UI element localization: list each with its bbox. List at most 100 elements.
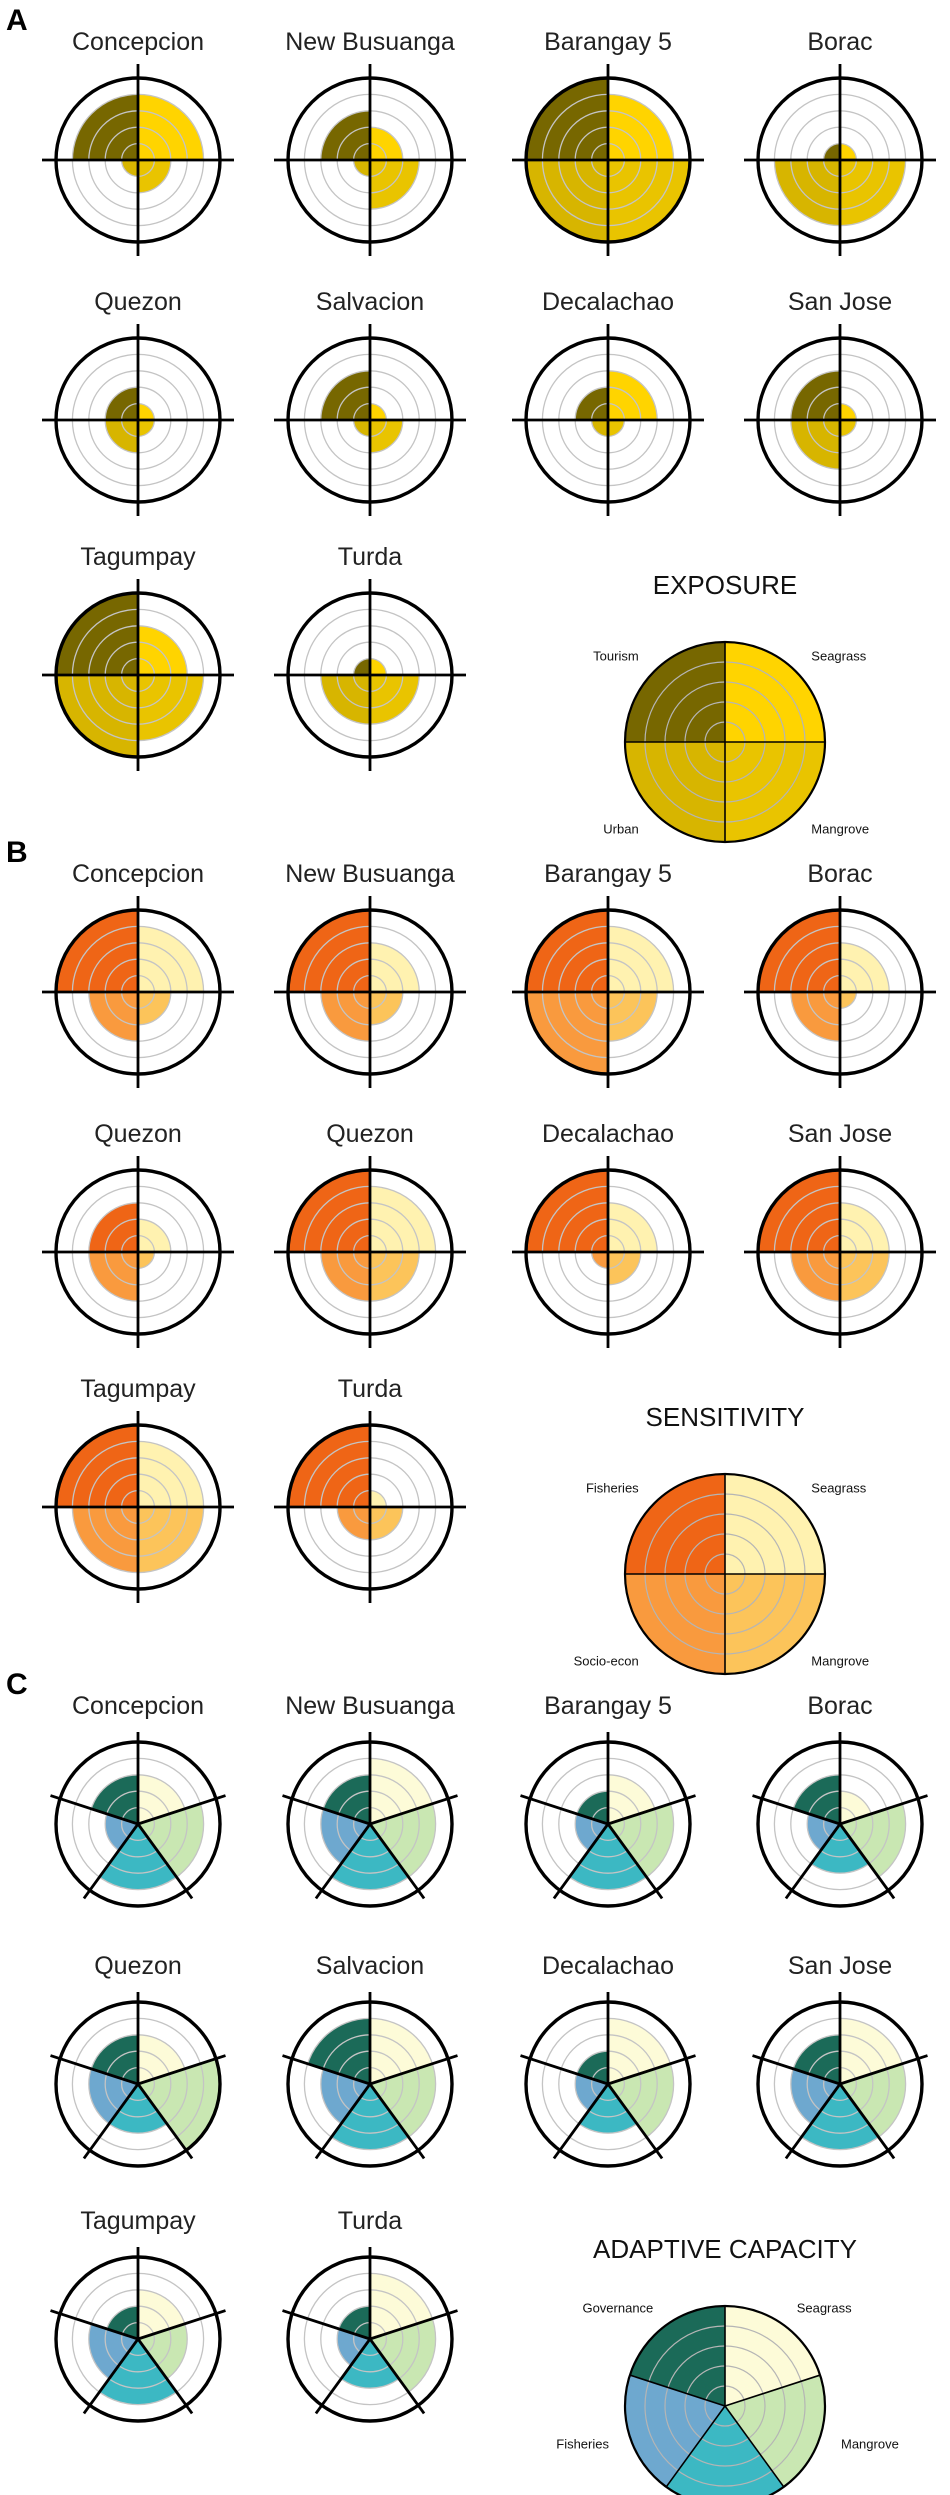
outer-ring — [524, 1168, 692, 1336]
outer-ring — [54, 1423, 222, 1591]
site-label: San Jose — [788, 1120, 892, 1148]
site-sector-2 — [320, 1252, 370, 1302]
site-sector-3 — [88, 2068, 138, 2124]
site-sector-1 — [138, 675, 204, 741]
site-sector-0 — [370, 127, 403, 160]
site-sector-3 — [88, 1202, 138, 1252]
site-chart: San Jose — [744, 288, 936, 516]
site-chart: Tagumpay — [50, 2207, 226, 2423]
legend-sector-4 — [629, 2305, 725, 2406]
site-sector-2 — [353, 420, 370, 437]
legend-sector-1 — [725, 2375, 826, 2487]
axis-spoke — [520, 2054, 609, 2086]
site-chart: Quezon — [42, 1120, 234, 1348]
site-sector-2 — [811, 1824, 869, 1874]
legend-sector-2 — [666, 2406, 784, 2495]
site-label: Quezon — [94, 288, 182, 316]
site-sector-1 — [840, 420, 857, 437]
site-sector-1 — [840, 1252, 890, 1302]
outer-ring — [623, 1472, 827, 1676]
axis-spoke — [82, 2083, 140, 2160]
legend-sector-0 — [725, 1474, 825, 1574]
legend-label: Seagrass — [797, 2300, 852, 2315]
site-sector-0 — [370, 403, 387, 420]
outer-ring — [54, 1168, 222, 1336]
site-label: Barangay 5 — [544, 1692, 672, 1720]
axis-spoke — [606, 1823, 664, 1900]
site-sector-1 — [840, 160, 906, 226]
outer-ring — [54, 2000, 222, 2168]
legend-sector-3 — [624, 2375, 725, 2487]
panel-c: C Concepcion New Busuanga Barangay 5 Borac Qu… — [6, 1668, 928, 2495]
site-sector-3 — [88, 2323, 138, 2379]
site-sector-3 — [575, 387, 608, 420]
site-chart: Concepcion — [50, 1692, 226, 1908]
site-label: New Busuanga — [285, 860, 455, 888]
legend-sector-2 — [625, 1574, 725, 1674]
site-sector-1 — [370, 992, 403, 1025]
axis-spoke — [665, 2405, 726, 2488]
axis-spoke — [136, 2338, 194, 2415]
outer-ring — [286, 2255, 454, 2423]
site-sector-1 — [138, 1507, 204, 1573]
site-sector-3 — [790, 2068, 840, 2124]
site-label: Concepcion — [72, 28, 204, 56]
site-sector-3 — [526, 1170, 608, 1252]
axis-spoke — [520, 1794, 609, 1826]
legend-sector-3 — [625, 1474, 725, 1574]
site-chart: Barangay 5 — [520, 1692, 696, 1908]
legend-label: Tourism — [593, 649, 639, 664]
legend-chart: SENSITIVITY Seagrass Mangrove Socio-econ Fis… — [574, 1402, 869, 1676]
site-sector-0 — [370, 658, 387, 675]
legend-sector-2 — [625, 742, 725, 842]
site-sector-0 — [370, 1490, 387, 1507]
site-sector-2 — [526, 160, 608, 242]
outer-ring — [54, 591, 222, 759]
site-sector-2 — [72, 1507, 138, 1573]
axis-spoke — [368, 1823, 426, 1900]
site-label: Quezon — [94, 1120, 182, 1148]
site-sector-3 — [105, 387, 138, 420]
site-chart: Salvacion — [274, 288, 466, 516]
axis-spoke — [607, 2054, 696, 2086]
outer-ring — [524, 76, 692, 244]
outer-ring — [54, 1740, 222, 1908]
axis-spoke — [724, 2374, 821, 2407]
axis-spoke — [137, 2054, 226, 2086]
axis-spoke — [607, 1794, 696, 1826]
site-sector-2 — [526, 992, 608, 1074]
axis-spoke — [50, 2309, 139, 2341]
site-sector-3 — [288, 1170, 370, 1252]
legend-chart: EXPOSURE Seagrass Mangrove Urban Tourism — [593, 570, 869, 844]
site-sector-2 — [774, 160, 840, 226]
outer-ring — [623, 2304, 827, 2495]
site-sector-2 — [121, 160, 138, 177]
legend-sector-3 — [625, 642, 725, 742]
site-sector-1 — [138, 992, 171, 1025]
site-sector-2 — [337, 1507, 370, 1540]
axis-spoke — [137, 2309, 226, 2341]
site-sector-2 — [320, 992, 370, 1042]
site-sector-3 — [526, 78, 608, 160]
axis-spoke — [282, 1794, 371, 1826]
site-chart: New Busuanga — [274, 28, 466, 256]
site-label: Turda — [338, 543, 402, 571]
axis-spoke — [606, 2083, 664, 2160]
site-sector-3 — [288, 1425, 370, 1507]
site-chart: Quezon — [50, 1952, 226, 2168]
site-label: Barangay 5 — [544, 28, 672, 56]
site-sector-3 — [575, 1813, 608, 1851]
legend-sector-1 — [725, 742, 825, 842]
site-sector-3 — [72, 94, 138, 160]
axis-spoke — [838, 2083, 896, 2160]
axis-spoke — [314, 2083, 372, 2160]
site-sector-0 — [138, 1219, 171, 1252]
outer-ring — [286, 591, 454, 759]
site-label: Quezon — [326, 1120, 414, 1148]
axis-spoke — [838, 1823, 896, 1900]
site-chart: Turda — [274, 1375, 466, 1603]
site-sector-2 — [88, 1252, 138, 1302]
outer-ring — [54, 76, 222, 244]
site-sector-2 — [341, 2339, 399, 2389]
site-sector-2 — [790, 992, 840, 1042]
